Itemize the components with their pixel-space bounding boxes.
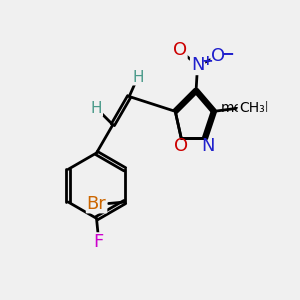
- Text: −: −: [220, 44, 234, 62]
- Text: H: H: [132, 70, 144, 85]
- Text: N: N: [201, 136, 215, 154]
- Text: +: +: [201, 54, 213, 68]
- Text: F: F: [93, 233, 103, 251]
- Text: O: O: [211, 47, 225, 65]
- Text: methyl: methyl: [220, 101, 269, 116]
- Text: Br: Br: [87, 194, 106, 212]
- Text: CH₃: CH₃: [239, 101, 265, 116]
- Text: N: N: [191, 56, 204, 74]
- Text: H: H: [91, 101, 102, 116]
- Text: O: O: [174, 136, 188, 154]
- Text: O: O: [173, 41, 187, 59]
